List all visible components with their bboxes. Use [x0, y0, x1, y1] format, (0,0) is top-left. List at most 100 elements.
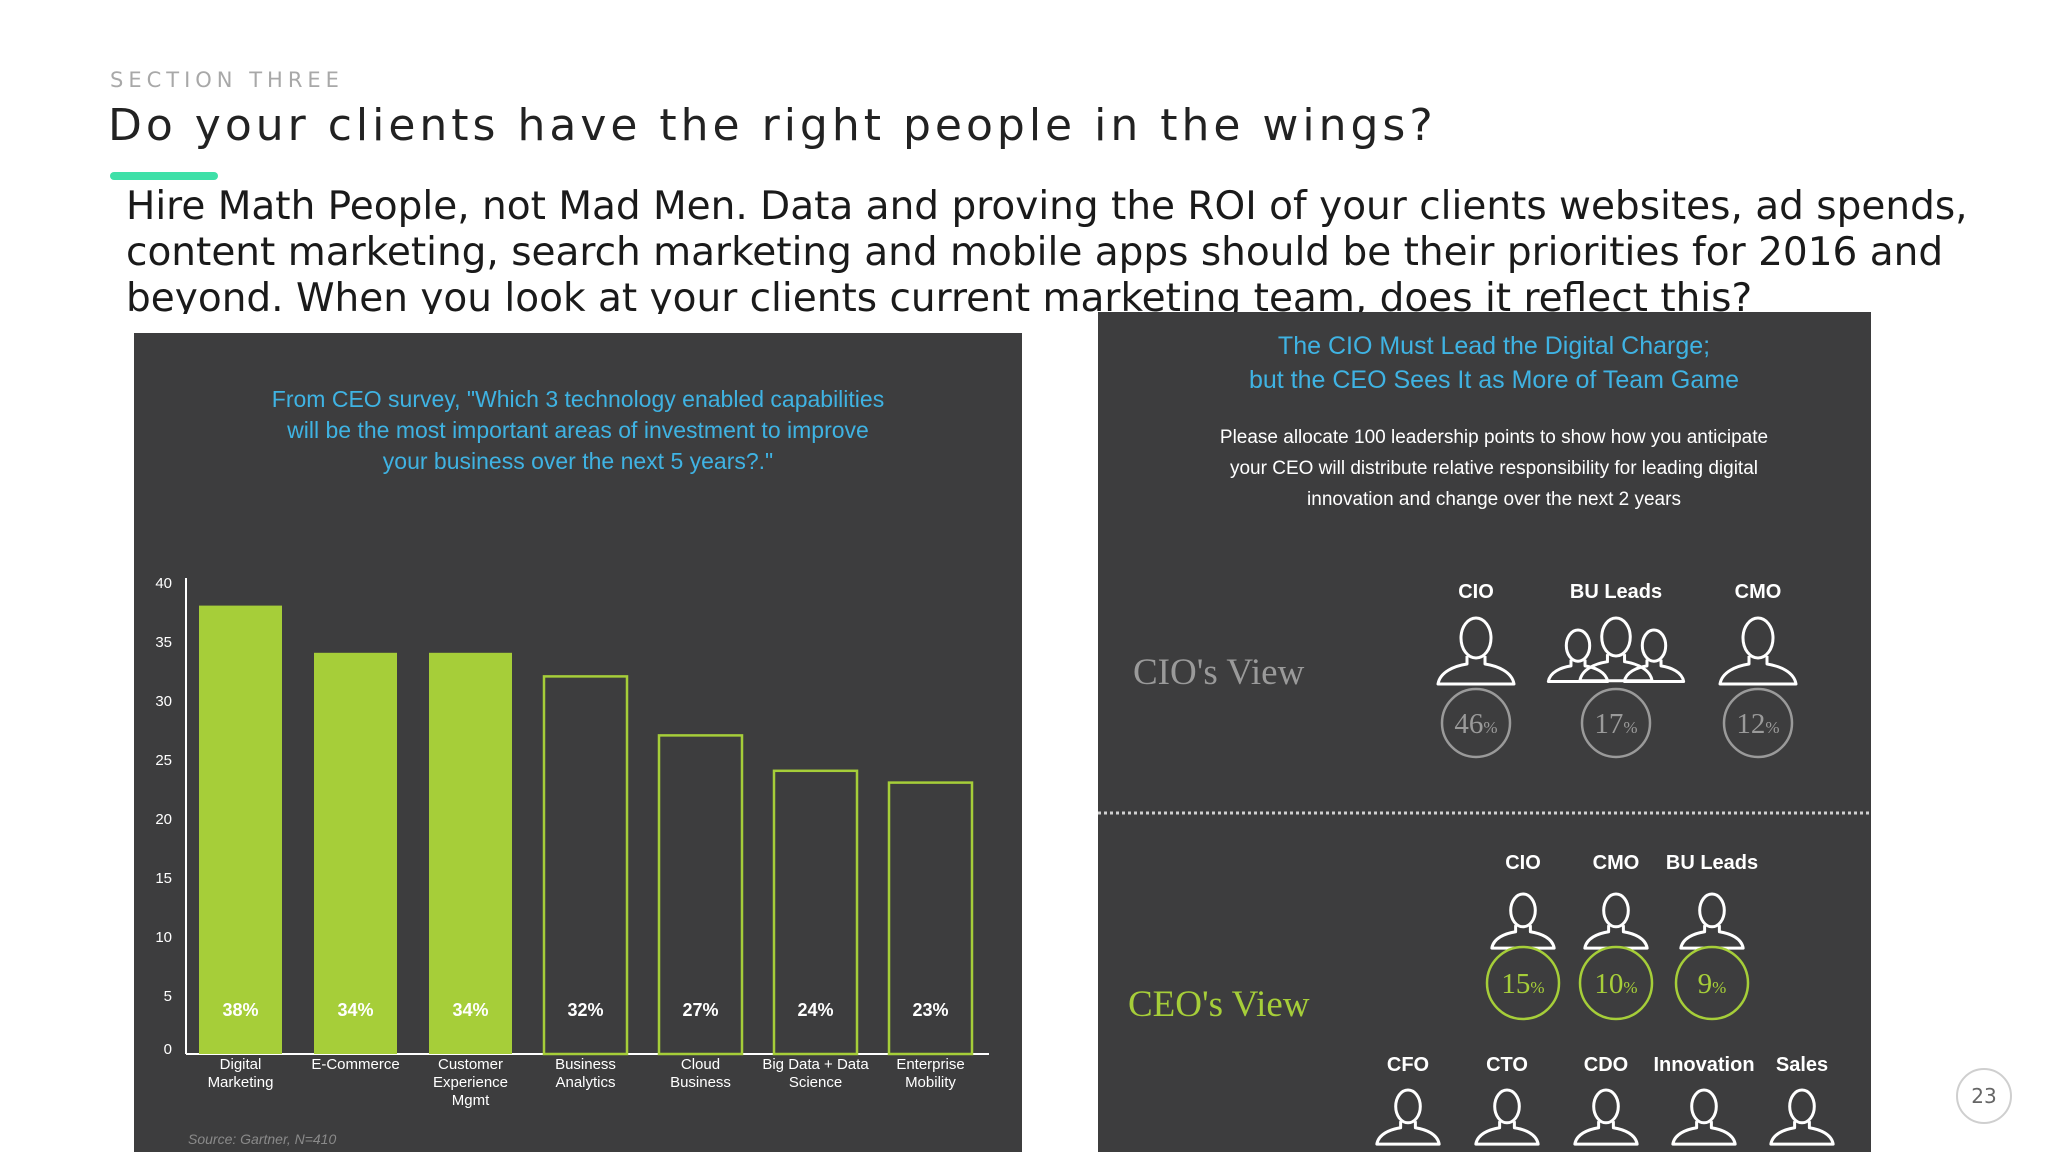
person-head [1564, 628, 1592, 663]
x-tick-label: Business [555, 1056, 616, 1073]
percent-circle [1440, 687, 1512, 759]
person-icon [1679, 892, 1745, 950]
ceo-role-label: CIO [1505, 852, 1541, 874]
person-icon [1474, 1088, 1540, 1146]
cio-role-label: CMO [1735, 581, 1782, 603]
bar-value-label: 38% [222, 1000, 258, 1020]
chart-title-line: From CEO survey, "Which 3 technology ena… [272, 386, 884, 412]
y-tick-label: 5 [164, 988, 172, 1005]
infographic-subtitle-line: innovation and change over the next 2 ye… [1307, 489, 1681, 510]
person-body [1671, 1121, 1737, 1146]
person-head [1602, 892, 1630, 929]
person-head [1640, 628, 1668, 663]
x-tick-label: Marketing [208, 1074, 274, 1091]
cio-role-label: BU Leads [1570, 581, 1662, 603]
person-body [1375, 1121, 1441, 1146]
bar [429, 652, 512, 1054]
bar-chart: From CEO survey, "Which 3 technology ena… [155, 386, 989, 1147]
chart-title-line: your business over the next 5 years?." [383, 448, 773, 474]
percent-value: 17% [1594, 708, 1637, 740]
x-tick-label: Science [789, 1074, 842, 1091]
bar [887, 781, 974, 1056]
percent-circle [1578, 945, 1654, 1021]
person-head [1600, 616, 1632, 658]
ceo-other-role-label: Innovation [1653, 1054, 1754, 1076]
bar-chart-panel: From CEO survey, "Which 3 technology ena… [134, 333, 1022, 1152]
percent-value: 46% [1454, 708, 1497, 740]
x-tick-label: Mobility [905, 1074, 956, 1091]
y-tick-label: 30 [155, 693, 172, 710]
bar [314, 652, 397, 1054]
person-body [1718, 656, 1798, 686]
group-icon [1578, 616, 1654, 683]
person-head [1698, 892, 1726, 929]
group-icon [1546, 628, 1610, 683]
ceo-role-label: CMO [1593, 852, 1640, 874]
bar-value-label: 23% [912, 1000, 948, 1020]
ceo-view-label: CEO's View [1128, 984, 1310, 1025]
person-body [1679, 925, 1745, 950]
body-text: Hire Math People, not Mad Men. Data and … [126, 184, 1968, 314]
group-icon [1622, 628, 1686, 683]
ceo-other-role-label: CTO [1486, 1054, 1528, 1076]
percent-value: 15% [1501, 968, 1544, 1000]
bar-value-label: 27% [682, 1000, 718, 1020]
person-head [1788, 1088, 1816, 1125]
x-tick-label: Customer [438, 1056, 503, 1073]
x-tick-label: E-Commerce [311, 1056, 399, 1073]
person-head [1592, 1088, 1620, 1125]
person-head [1459, 616, 1493, 660]
bar [542, 675, 629, 1056]
x-tick-label: Enterprise [896, 1056, 964, 1073]
person-head [1509, 892, 1537, 929]
person-icon [1671, 1088, 1737, 1146]
bar-value-label: 32% [567, 1000, 603, 1020]
person-icon [1583, 892, 1649, 950]
percent-value: 9% [1698, 968, 1727, 1000]
person-body [1436, 656, 1516, 686]
percent-circle [1722, 687, 1794, 759]
bar [657, 734, 744, 1056]
x-tick-label: Big Data + Data [762, 1056, 869, 1073]
cio-view-label: CIO's View [1133, 652, 1305, 693]
person-head [1394, 1088, 1422, 1125]
infographic-canvas: The CIO Must Lead the Digital Charge; but… [1098, 332, 1871, 1146]
ceo-other-role-label: Sales [1776, 1054, 1828, 1076]
person-body [1490, 925, 1556, 950]
y-tick-label: 25 [155, 752, 172, 769]
x-tick-label: Analytics [555, 1074, 615, 1091]
person-body [1573, 1121, 1639, 1146]
bar [772, 769, 859, 1056]
chart-source: Source: Gartner, N=410 [188, 1131, 336, 1147]
infographic-title-line: The CIO Must Lead the Digital Charge; [1278, 332, 1710, 360]
person-head [1493, 1088, 1521, 1125]
person-body [1474, 1121, 1540, 1146]
x-tick-label: Cloud [681, 1056, 720, 1073]
person-body [1769, 1121, 1835, 1146]
person-icon [1375, 1088, 1441, 1146]
bar-value-label: 34% [452, 1000, 488, 1020]
percent-value: 10% [1594, 968, 1637, 1000]
infographic-subtitle-line: Please allocate 100 leadership points to… [1220, 427, 1768, 448]
cio-role-label: CIO [1458, 581, 1494, 603]
bar-value-label: 34% [337, 1000, 373, 1020]
y-tick-label: 20 [155, 811, 172, 828]
page-number: 23 [1956, 1068, 2012, 1124]
bar [199, 605, 282, 1054]
person-icon [1436, 616, 1516, 686]
leadership-infographic: The CIO Must Lead the Digital Charge; but… [1098, 312, 1871, 1152]
percent-circle [1485, 945, 1561, 1021]
slide-title: Do your clients have the right people in… [108, 100, 1437, 151]
y-tick-label: 10 [155, 929, 172, 946]
person-icon [1490, 892, 1556, 950]
infographic-subtitle-line: your CEO will distribute relative respon… [1230, 458, 1758, 479]
infographic-title-line: but the CEO Sees It as More of Team Game [1249, 366, 1739, 394]
x-tick-label: Mgmt [452, 1092, 490, 1109]
person-body [1583, 925, 1649, 950]
y-tick-label: 0 [164, 1041, 172, 1058]
person-body [1578, 654, 1654, 683]
title-underline [110, 172, 218, 180]
x-tick-label: Digital [220, 1056, 262, 1073]
y-tick-label: 35 [155, 634, 172, 651]
person-icon [1573, 1088, 1639, 1146]
